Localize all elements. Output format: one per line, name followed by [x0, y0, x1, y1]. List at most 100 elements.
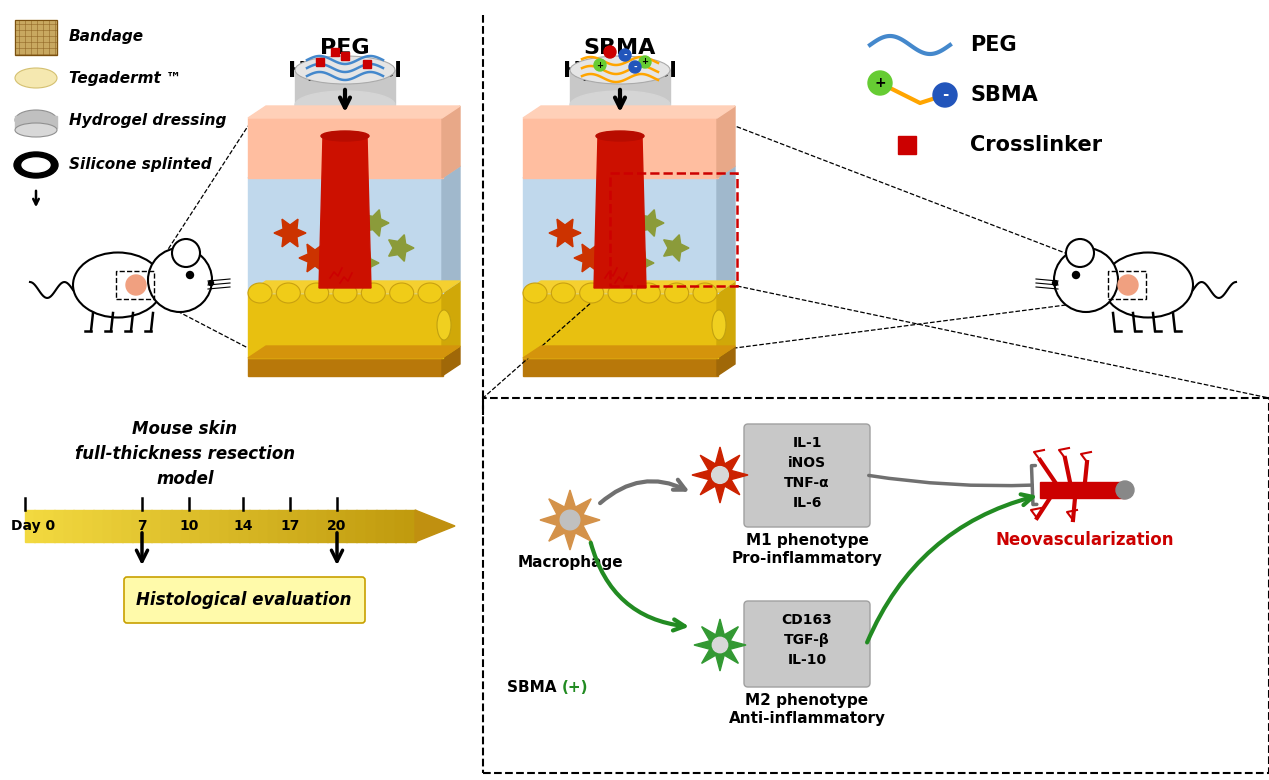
Polygon shape — [415, 510, 456, 542]
Polygon shape — [1041, 482, 1126, 498]
FancyArrowPatch shape — [600, 480, 685, 503]
Text: 10: 10 — [179, 519, 198, 533]
Ellipse shape — [22, 158, 49, 172]
Bar — [363, 60, 371, 68]
Ellipse shape — [596, 131, 643, 141]
Polygon shape — [717, 106, 735, 178]
Ellipse shape — [636, 283, 660, 303]
Ellipse shape — [523, 283, 547, 303]
Ellipse shape — [570, 91, 670, 119]
Ellipse shape — [332, 283, 357, 303]
Text: SBMA: SBMA — [970, 85, 1038, 105]
Polygon shape — [628, 250, 654, 276]
Circle shape — [629, 61, 641, 73]
Bar — [316, 58, 324, 66]
Text: Silicone splinted: Silicone splinted — [69, 158, 212, 172]
Text: 7: 7 — [137, 519, 147, 533]
Ellipse shape — [1115, 481, 1134, 499]
Bar — [523, 118, 718, 178]
Bar — [239, 510, 250, 542]
Bar — [376, 510, 386, 542]
Text: IL-1: IL-1 — [792, 436, 822, 450]
Bar — [898, 136, 916, 154]
Text: SBMA: SBMA — [508, 680, 562, 696]
Circle shape — [1052, 281, 1057, 285]
Text: Mouse skin
full-thickness resection
model: Mouse skin full-thickness resection mode… — [75, 420, 296, 488]
Bar — [190, 510, 201, 542]
Ellipse shape — [15, 123, 57, 137]
Polygon shape — [247, 166, 459, 178]
Bar — [249, 510, 260, 542]
Ellipse shape — [294, 91, 395, 119]
Polygon shape — [442, 166, 459, 293]
Bar — [247, 358, 443, 376]
Bar — [331, 48, 339, 56]
Polygon shape — [523, 346, 735, 358]
FancyBboxPatch shape — [124, 577, 365, 623]
Circle shape — [933, 83, 957, 107]
Bar — [247, 293, 443, 358]
Bar — [15, 116, 57, 128]
Circle shape — [560, 510, 580, 530]
Text: Neovascularization: Neovascularization — [996, 531, 1174, 549]
Text: CD163: CD163 — [782, 613, 832, 627]
Ellipse shape — [247, 283, 272, 303]
Bar — [103, 510, 113, 542]
Polygon shape — [442, 281, 459, 358]
Ellipse shape — [1103, 253, 1193, 317]
Ellipse shape — [693, 283, 717, 303]
Bar — [365, 510, 377, 542]
Polygon shape — [274, 219, 306, 246]
Bar — [278, 510, 289, 542]
Text: (+): (+) — [562, 680, 589, 696]
Bar — [151, 510, 162, 542]
Polygon shape — [442, 106, 459, 178]
Bar — [317, 510, 327, 542]
Bar — [357, 510, 367, 542]
Text: Hydrogel dressing: Hydrogel dressing — [69, 112, 226, 127]
Text: +: + — [642, 58, 648, 66]
Circle shape — [173, 239, 201, 267]
Bar — [15, 20, 57, 55]
Bar — [298, 510, 308, 542]
Bar — [259, 510, 269, 542]
FancyBboxPatch shape — [744, 601, 871, 687]
Bar — [610, 173, 737, 286]
Bar — [327, 510, 338, 542]
Bar — [395, 510, 406, 542]
Text: iNOS: iNOS — [788, 456, 826, 470]
Circle shape — [619, 49, 631, 61]
Ellipse shape — [580, 283, 604, 303]
Polygon shape — [354, 250, 379, 276]
Text: SBMA
Hydrogel: SBMA Hydrogel — [563, 38, 676, 81]
Polygon shape — [717, 281, 735, 358]
Polygon shape — [692, 447, 747, 503]
Ellipse shape — [665, 283, 689, 303]
Bar — [523, 178, 718, 293]
Text: Histological evaluation: Histological evaluation — [136, 591, 352, 609]
Text: M1 phenotype: M1 phenotype — [746, 534, 868, 548]
FancyArrowPatch shape — [590, 543, 684, 630]
Bar — [1108, 271, 1146, 299]
Text: Day 0: Day 0 — [11, 519, 55, 533]
Bar — [220, 510, 230, 542]
Polygon shape — [523, 166, 735, 178]
Text: -: - — [623, 51, 627, 59]
Bar — [523, 358, 718, 376]
Bar — [115, 271, 154, 299]
Text: 14: 14 — [233, 519, 253, 533]
Bar — [288, 510, 299, 542]
Bar — [112, 510, 123, 542]
Circle shape — [208, 281, 213, 285]
Polygon shape — [247, 346, 459, 358]
Bar — [122, 510, 133, 542]
Bar — [74, 510, 84, 542]
Polygon shape — [523, 106, 735, 118]
Bar — [181, 510, 192, 542]
Bar — [341, 52, 349, 60]
Ellipse shape — [390, 283, 414, 303]
Text: TNF-α: TNF-α — [784, 476, 830, 490]
Bar — [346, 510, 357, 542]
Polygon shape — [364, 210, 390, 236]
Polygon shape — [388, 235, 414, 261]
